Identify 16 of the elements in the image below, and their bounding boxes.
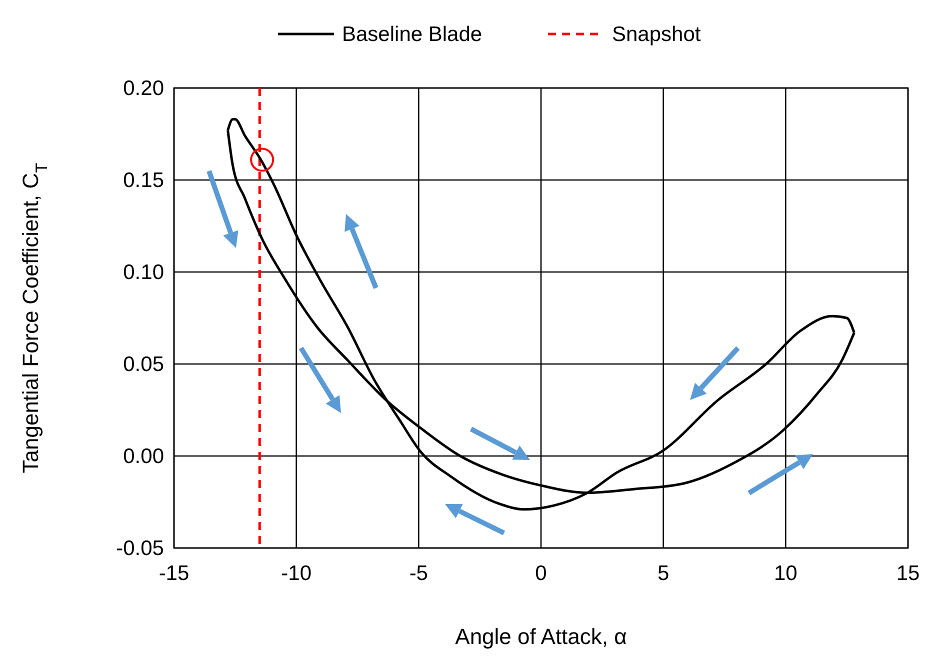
y-tick-label: 0.15 bbox=[123, 169, 164, 192]
x-tick-label: 15 bbox=[896, 562, 920, 585]
legend-label: Baseline Blade bbox=[342, 23, 482, 46]
y-tick-label: 0.10 bbox=[123, 261, 164, 284]
y-tick-label: 0.20 bbox=[123, 77, 164, 100]
x-tick-label: 0 bbox=[535, 562, 547, 585]
y-tick-label: 0.00 bbox=[123, 445, 164, 468]
x-tick-label: 10 bbox=[774, 562, 798, 585]
x-axis-title: Angle of Attack, α bbox=[455, 624, 628, 649]
x-tick-label: 5 bbox=[657, 562, 670, 585]
x-tick-label: -5 bbox=[409, 562, 428, 585]
x-tick-label: -15 bbox=[158, 562, 190, 585]
y-tick-label: 0.05 bbox=[123, 353, 164, 376]
x-tick-label: -10 bbox=[281, 562, 312, 585]
legend-label: Snapshot bbox=[612, 23, 701, 46]
y-tick-label: -0.05 bbox=[116, 537, 164, 560]
